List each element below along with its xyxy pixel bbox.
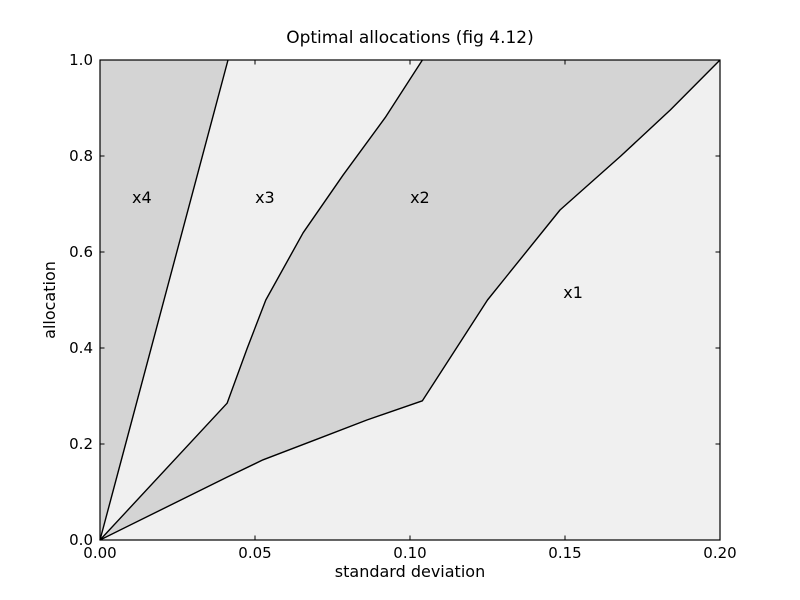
region-x1 xyxy=(100,60,720,540)
y-tick-label: 0.4 xyxy=(69,339,93,357)
region-label-x1: x1 xyxy=(563,283,583,302)
x-tick-label: 0.05 xyxy=(238,544,271,562)
tick-marks xyxy=(99,59,721,541)
x-tick-label: 0.15 xyxy=(548,544,581,562)
tick-labels: 0.00 0.05 0.10 0.15 0.20 0.0 0.2 0.4 0.6 0.8 1.0 xyxy=(69,51,737,562)
x-tick-label: 0.20 xyxy=(703,544,736,562)
x3-x2-boundary xyxy=(99,59,423,541)
chart-regions xyxy=(100,60,720,540)
region-label-x2: x2 xyxy=(410,188,430,207)
y-axis-label: allocation xyxy=(40,261,59,339)
chart-title: Optimal allocations (fig 4.12) xyxy=(286,28,534,48)
y-tick-label: 0.6 xyxy=(69,243,93,261)
region-label-x4: x4 xyxy=(132,188,152,207)
x-tick-label: 0.10 xyxy=(393,544,426,562)
y-tick-label: 1.0 xyxy=(69,51,93,69)
region-x2 xyxy=(100,60,720,540)
chart-curves xyxy=(99,59,721,541)
x-axis-label: standard deviation xyxy=(335,562,485,581)
region-labels: x4 x3 x2 x1 xyxy=(132,188,583,302)
x4-x3-boundary xyxy=(99,59,229,541)
region-label-x3: x3 xyxy=(255,188,275,207)
y-tick-label: 0.8 xyxy=(69,147,93,165)
region-x3 xyxy=(100,60,423,540)
x-tick-label: 0.00 xyxy=(83,544,116,562)
x2-x1-boundary xyxy=(99,59,721,541)
y-tick-label: 0.2 xyxy=(69,435,93,453)
y-tick-label: 0.0 xyxy=(69,531,93,549)
